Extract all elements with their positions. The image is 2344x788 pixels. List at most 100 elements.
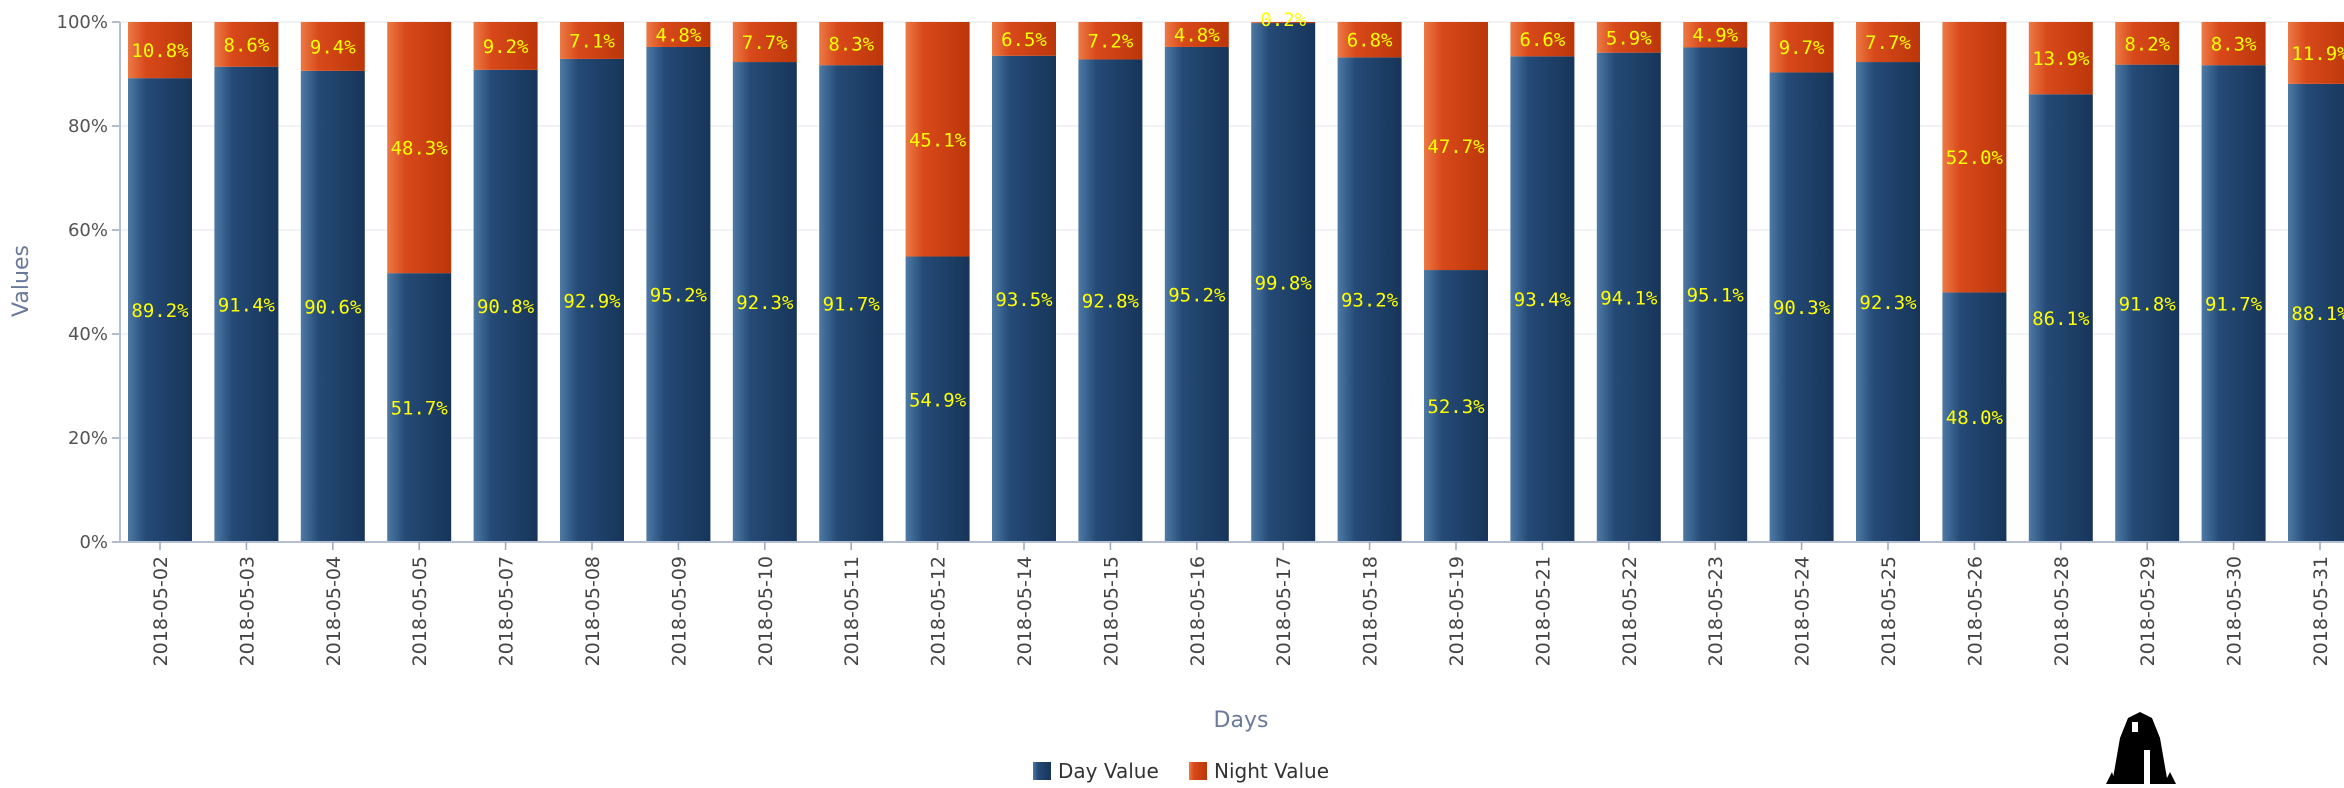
data-label-night: 4.8% xyxy=(1174,24,1220,46)
data-label-night: 7.2% xyxy=(1088,31,1134,53)
bar-day xyxy=(1078,59,1143,542)
bar-day xyxy=(560,58,624,543)
x-tick-label: 2018-05-21 xyxy=(1532,556,1554,666)
data-label-day: 54.9% xyxy=(909,389,967,411)
bar-night xyxy=(473,22,538,70)
data-label-night: 45.1% xyxy=(909,129,967,151)
bar-day xyxy=(1942,292,2007,542)
data-label-day: 92.9% xyxy=(563,290,621,312)
bar-day xyxy=(2201,65,2266,542)
data-label-night: 4.9% xyxy=(1692,25,1738,47)
x-tick-label: 2018-05-23 xyxy=(1705,556,1727,666)
x-tick-label: 2018-05-16 xyxy=(1187,556,1209,666)
y-tick-label: 40% xyxy=(68,324,108,345)
x-tick-label: 2018-05-18 xyxy=(1360,556,1382,666)
bar-day xyxy=(473,69,538,542)
bar-day xyxy=(1337,57,1402,543)
bar-day xyxy=(732,62,797,542)
bar-day xyxy=(1251,23,1316,543)
bar-night xyxy=(2288,22,2344,84)
data-label-night: 0.2% xyxy=(1260,9,1306,31)
data-label-day: 86.1% xyxy=(2032,308,2090,330)
bar-day xyxy=(387,273,452,542)
bar-day xyxy=(300,70,365,542)
x-tick-label: 2018-05-25 xyxy=(1878,556,1900,666)
legend-label-night: Night Value xyxy=(1214,759,1329,783)
data-label-day: 51.7% xyxy=(391,398,449,420)
bar-night xyxy=(1856,22,1920,63)
bar-night xyxy=(732,22,797,63)
x-tick-label: 2018-05-24 xyxy=(1792,556,1814,666)
data-label-day: 92.3% xyxy=(1859,292,1917,314)
legend-label-day: Day Value xyxy=(1058,759,1159,783)
data-label-day: 89.2% xyxy=(131,300,189,322)
bar-night xyxy=(992,22,1056,56)
data-label-night: 7.1% xyxy=(569,30,615,52)
data-label-day: 90.3% xyxy=(1773,297,1831,319)
x-tick-label: 2018-05-02 xyxy=(150,556,172,666)
data-label-day: 90.8% xyxy=(477,296,535,318)
legend: Day Value Night Value xyxy=(1033,759,1329,783)
bar-day xyxy=(2028,94,2093,542)
data-label-day: 95.2% xyxy=(650,284,708,306)
y-tick-label: 60% xyxy=(68,220,108,241)
bar-night xyxy=(1078,22,1143,60)
bar-night xyxy=(128,22,192,79)
bar-day xyxy=(128,78,192,542)
grid-lines xyxy=(120,21,2344,543)
data-label-night: 9.2% xyxy=(483,36,529,58)
x-tick-label: 2018-05-19 xyxy=(1446,556,1468,666)
bar-night xyxy=(1424,22,1488,271)
data-label-day: 91.4% xyxy=(218,294,276,316)
bar-day xyxy=(1510,56,1575,542)
data-label-day: 93.5% xyxy=(995,289,1053,311)
bar-day xyxy=(1769,72,1834,542)
data-label-night: 8.3% xyxy=(2211,34,2257,56)
x-tick-label: 2018-05-15 xyxy=(1100,556,1122,666)
data-label-day: 93.4% xyxy=(1514,289,1572,311)
bar-night xyxy=(1769,22,1834,73)
data-label-night: 6.8% xyxy=(1347,30,1393,52)
bar-night xyxy=(2115,22,2180,65)
x-tick-label: 2018-05-29 xyxy=(2137,556,2159,666)
bar-night xyxy=(905,22,970,257)
bar-day xyxy=(1683,47,1748,542)
data-label-night: 4.8% xyxy=(656,24,702,46)
data-label-night: 7.7% xyxy=(1865,32,1911,54)
data-label-day: 95.1% xyxy=(1687,285,1745,307)
bar-night xyxy=(1251,22,1316,24)
data-label-day: 91.7% xyxy=(823,294,881,316)
x-tick-label: 2018-05-14 xyxy=(1014,556,1036,666)
y-tick-label: 0% xyxy=(79,532,108,553)
data-label-night: 10.8% xyxy=(131,40,189,62)
bar-night xyxy=(1683,22,1748,48)
y-tick-label: 100% xyxy=(57,12,108,33)
bar-day xyxy=(819,65,884,542)
x-tick-label: 2018-05-05 xyxy=(409,556,431,666)
data-label-night: 8.3% xyxy=(828,34,874,56)
bar-day xyxy=(1856,62,1920,542)
data-label-night: 11.9% xyxy=(2291,43,2344,65)
bar-night xyxy=(2028,22,2093,95)
data-label-night: 9.4% xyxy=(310,36,356,58)
bar-night xyxy=(1942,22,2007,293)
x-tick-label: 2018-05-07 xyxy=(496,556,518,666)
data-label-night: 6.6% xyxy=(1520,29,1566,51)
data-label-night: 52.0% xyxy=(1946,147,2004,169)
data-label-day: 95.2% xyxy=(1168,284,1226,306)
bar-day xyxy=(646,46,711,543)
x-tick-label: 2018-05-31 xyxy=(2310,556,2332,666)
data-labels: 89.2% 10.8% 91.4% 8.6% 90.6% 9.4% 51.7% 48.3% 90… xyxy=(131,9,2344,429)
x-tick-label: 2018-05-11 xyxy=(841,556,863,666)
data-label-night: 8.2% xyxy=(2124,33,2170,55)
x-tick-label: 2018-05-30 xyxy=(2224,556,2246,666)
bar-night xyxy=(1164,22,1229,47)
x-tick-label: 2018-05-09 xyxy=(668,556,690,666)
bar-day xyxy=(992,55,1056,543)
bar-day xyxy=(214,66,279,542)
bar-night xyxy=(819,22,884,66)
data-label-night: 47.7% xyxy=(1427,136,1485,158)
data-label-night: 13.9% xyxy=(2032,48,2090,70)
data-label-day: 52.3% xyxy=(1427,396,1485,418)
data-label-night: 48.3% xyxy=(391,138,449,160)
